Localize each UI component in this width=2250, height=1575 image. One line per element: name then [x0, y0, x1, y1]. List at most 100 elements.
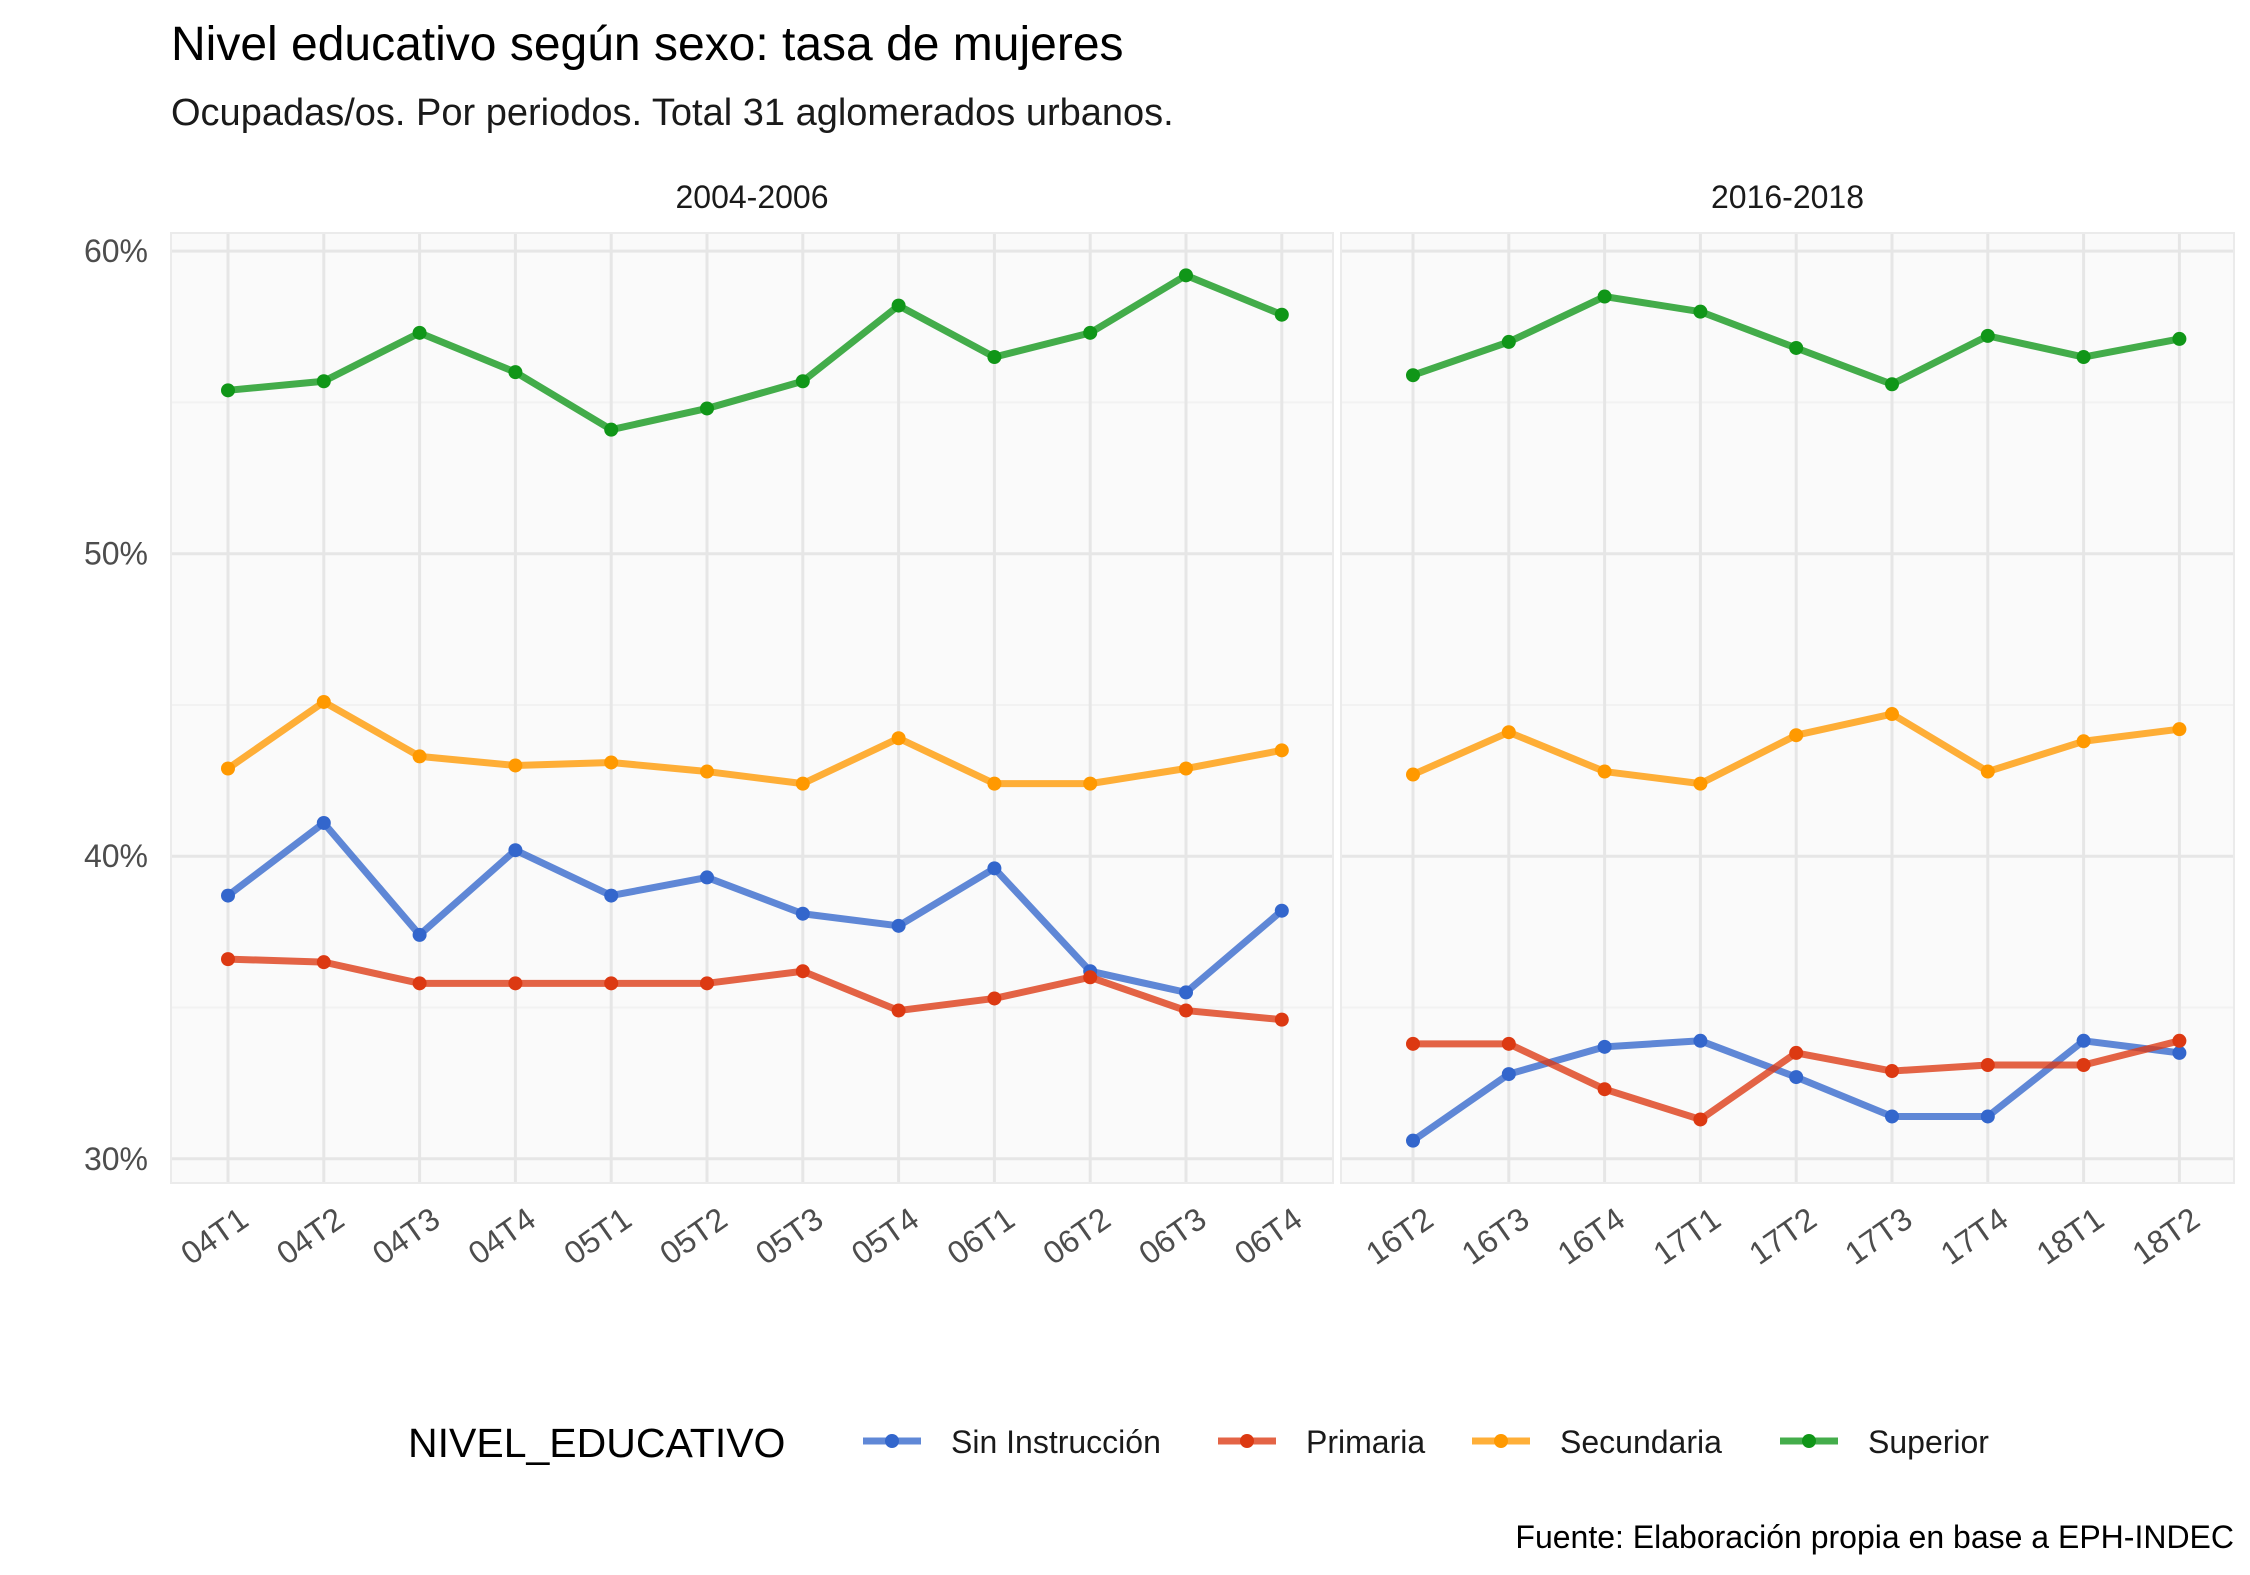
data-point-secundaria — [1179, 761, 1193, 776]
data-point-secundaria — [1274, 743, 1289, 758]
data-point-superior — [1501, 334, 1516, 349]
data-point-secundaria — [1406, 767, 1420, 782]
x-tick-label: 04T1 — [174, 1200, 254, 1271]
chart-caption: Fuente: Elaboración propia en base a EPH… — [1515, 1519, 2234, 1555]
data-point-sin-instrucci-n — [1693, 1033, 1708, 1048]
data-point-primaria — [2172, 1033, 2187, 1048]
data-point-sin-instrucci-n — [700, 870, 714, 885]
data-point-secundaria — [412, 749, 427, 764]
data-point-secundaria — [1693, 776, 1708, 791]
data-point-superior — [1179, 268, 1193, 283]
legend: NIVEL_EDUCATIVO Sin Instrucción Primaria S… — [408, 1420, 1989, 1466]
x-tick-label: 06T2 — [1036, 1200, 1116, 1271]
x-tick-label: 18T2 — [2126, 1200, 2206, 1271]
data-point-primaria — [987, 991, 1002, 1006]
data-point-sin-instrucci-n — [221, 888, 235, 903]
data-point-superior — [891, 298, 906, 313]
facet-strip-label: 2004-2006 — [675, 179, 828, 215]
data-point-superior — [1083, 325, 1098, 340]
panel-border — [1340, 232, 2235, 1184]
data-point-secundaria — [2172, 722, 2187, 737]
data-point-sin-instrucci-n — [891, 918, 906, 933]
data-point-primaria — [508, 976, 523, 991]
legend-key-point-sin-instrucci-n — [885, 1434, 899, 1448]
data-point-sin-instrucci-n — [1406, 1133, 1420, 1148]
data-point-secundaria — [604, 755, 619, 770]
data-point-primaria — [1083, 970, 1098, 985]
x-tick-label: 17T1 — [1647, 1200, 1727, 1271]
data-point-sin-instrucci-n — [1885, 1109, 1899, 1124]
x-tick-label: 16T3 — [1455, 1200, 1535, 1271]
data-point-secundaria — [1597, 764, 1612, 779]
data-point-primaria — [604, 976, 619, 991]
x-tick-label: 04T3 — [366, 1200, 446, 1271]
data-point-superior — [1789, 340, 1804, 355]
data-point-sin-instrucci-n — [1789, 1070, 1804, 1085]
data-point-secundaria — [987, 776, 1002, 791]
data-point-secundaria — [1501, 725, 1516, 740]
data-point-primaria — [1885, 1064, 1899, 1079]
x-tick-label: 16T4 — [1551, 1200, 1631, 1271]
data-point-secundaria — [891, 731, 906, 746]
data-point-superior — [1693, 304, 1708, 319]
data-point-secundaria — [2076, 734, 2091, 749]
series-line-primaria — [227, 955, 1283, 1024]
x-tick-label: 06T4 — [1228, 1200, 1308, 1271]
data-point-superior — [604, 422, 619, 437]
panel-2004-2006: 2004-2006 04T1 04T2 04T3 04T4 05T1 05T2 05T3 05T… — [170, 179, 1334, 1272]
data-point-superior — [1885, 377, 1899, 392]
data-point-primaria — [221, 952, 235, 967]
x-tick-label: 05T3 — [749, 1200, 829, 1271]
legend-title: NIVEL_EDUCATIVO — [408, 1420, 785, 1466]
x-tick-label: 06T1 — [941, 1200, 1021, 1271]
x-tick-label: 06T3 — [1132, 1200, 1212, 1271]
data-point-superior — [508, 365, 523, 380]
x-tick-label: 17T4 — [1934, 1200, 2014, 1271]
data-point-secundaria — [221, 761, 235, 776]
data-point-superior — [987, 350, 1002, 365]
data-point-sin-instrucci-n — [508, 843, 523, 858]
panel-border — [170, 232, 1334, 1184]
series-line-sin-instrucci-n — [225, 819, 1285, 996]
data-point-superior — [316, 374, 331, 389]
x-tick-label: 05T1 — [557, 1200, 637, 1271]
data-point-superior — [1274, 307, 1289, 322]
data-point-sin-instrucci-n — [795, 906, 810, 921]
data-point-secundaria — [795, 776, 810, 791]
facet-strip-label: 2016-2018 — [1711, 179, 1864, 215]
x-tick-label: 05T2 — [653, 1200, 733, 1271]
legend-label-primaria: Primaria — [1306, 1424, 1425, 1460]
x-tick-label: 04T2 — [270, 1200, 350, 1271]
data-point-superior — [1597, 289, 1612, 304]
data-point-superior — [795, 374, 810, 389]
x-tick-label: 04T4 — [462, 1200, 542, 1271]
data-point-sin-instrucci-n — [412, 927, 427, 942]
legend-key-point-primaria — [1240, 1434, 1254, 1448]
data-point-sin-instrucci-n — [1597, 1039, 1612, 1054]
data-point-primaria — [1789, 1045, 1804, 1060]
data-point-primaria — [1597, 1082, 1612, 1097]
data-point-superior — [1406, 368, 1420, 383]
data-point-primaria — [1980, 1058, 1995, 1073]
data-point-secundaria — [1083, 776, 1098, 791]
x-tick-label: 18T1 — [2030, 1200, 2110, 1271]
data-point-primaria — [795, 964, 810, 979]
data-point-secundaria — [1885, 707, 1899, 722]
data-point-sin-instrucci-n — [1179, 985, 1193, 1000]
data-point-sin-instrucci-n — [2076, 1033, 2091, 1048]
data-point-primaria — [700, 976, 714, 991]
chart-subtitle: Ocupadas/os. Por periodos. Total 31 aglo… — [171, 92, 1174, 134]
data-point-primaria — [1274, 1012, 1289, 1027]
data-point-sin-instrucci-n — [1274, 903, 1289, 918]
series-line-secundaria — [226, 698, 1283, 788]
data-point-superior — [1980, 328, 1995, 343]
y-tick-label: 50% — [84, 536, 148, 572]
legend-label-secundaria: Secundaria — [1560, 1424, 1722, 1460]
data-point-sin-instrucci-n — [987, 861, 1002, 876]
data-point-secundaria — [316, 694, 331, 709]
data-point-superior — [700, 401, 714, 416]
x-tick-label: 05T4 — [845, 1200, 925, 1271]
data-point-superior — [221, 383, 235, 398]
legend-key-point-superior — [1802, 1434, 1816, 1448]
